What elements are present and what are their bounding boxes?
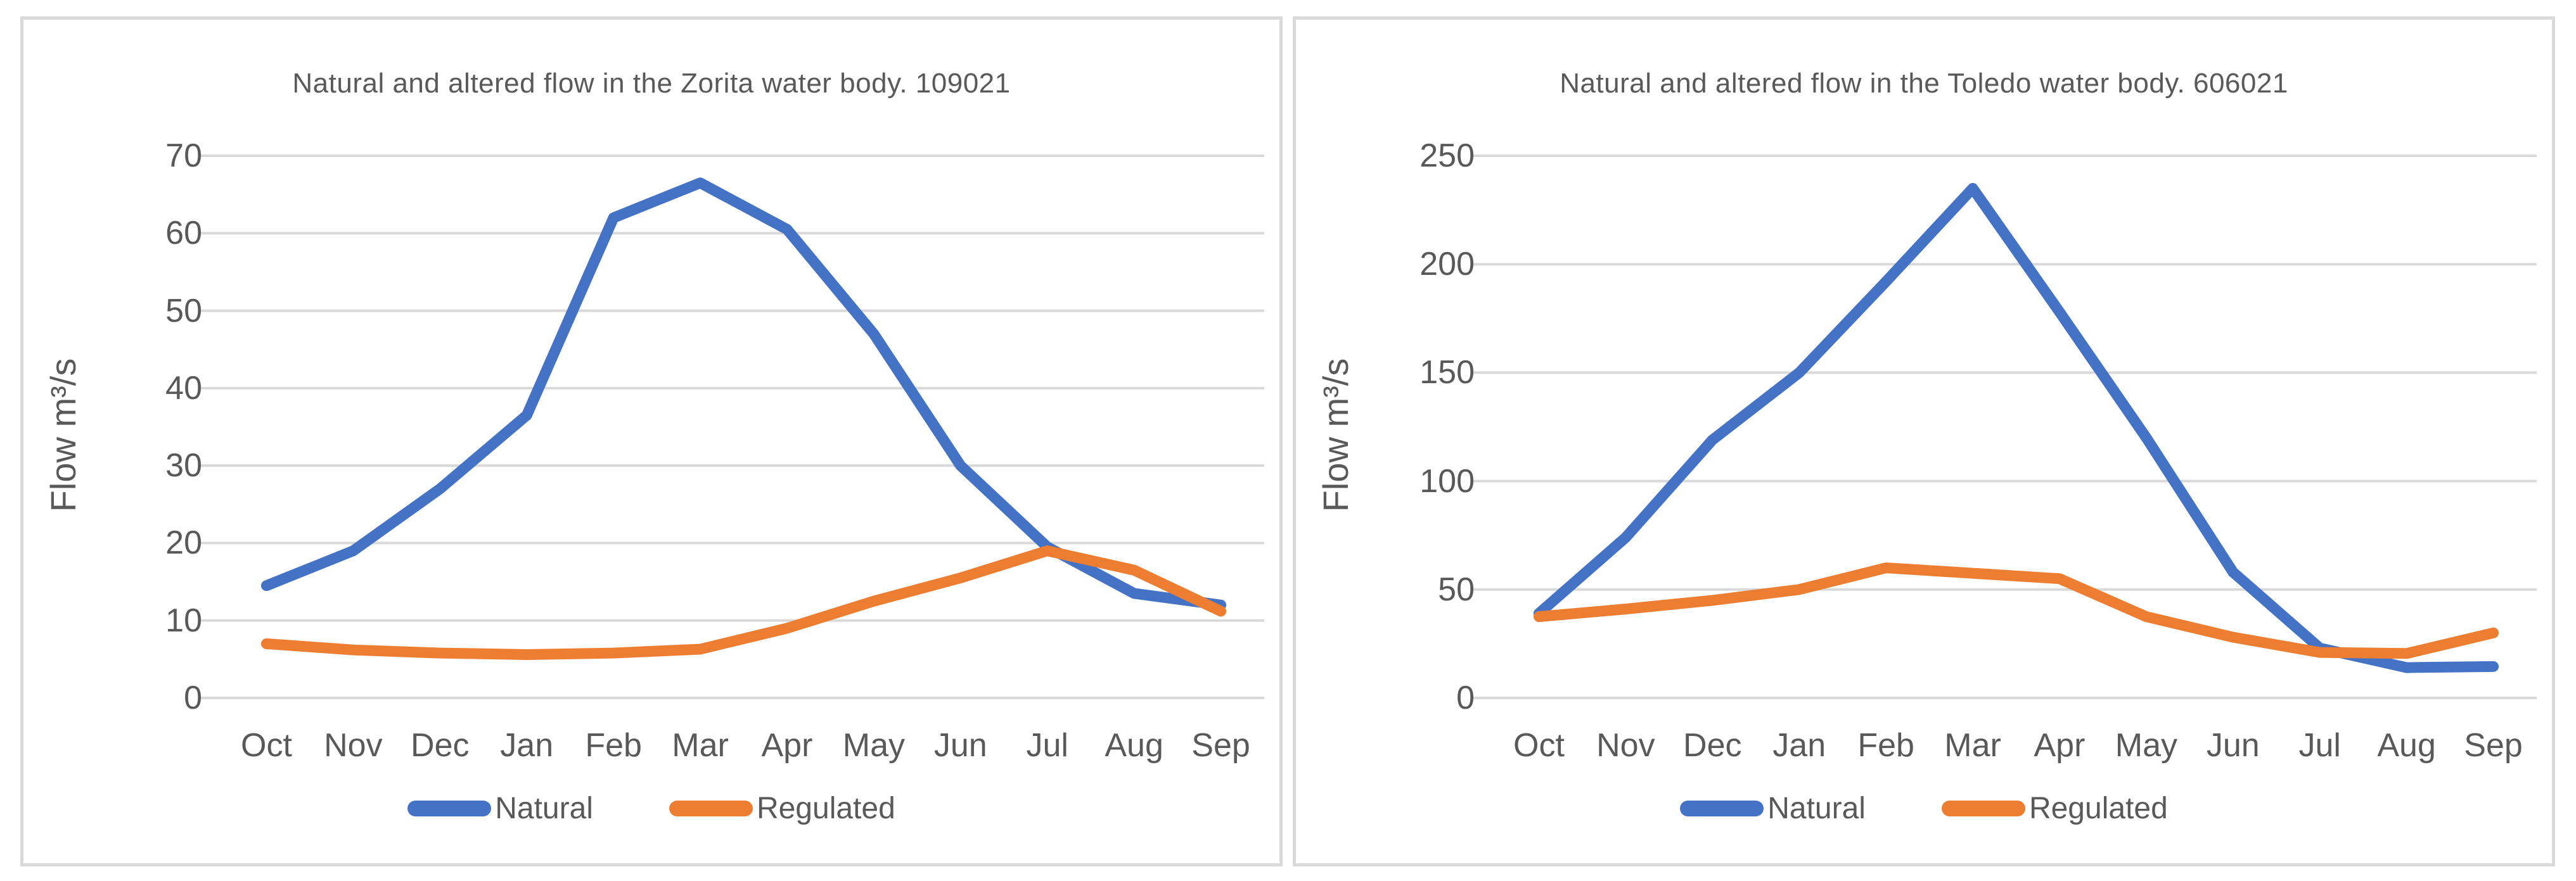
x-axis-tick-label: Dec: [411, 727, 470, 764]
legend-item-natural: Natural: [1680, 791, 1866, 826]
y-axis-tick-label: 70: [165, 137, 202, 174]
x-axis-tick-label: Mar: [672, 727, 729, 764]
regulated-line-swatch: [669, 801, 753, 816]
chart-legend: Natural Regulated: [1296, 791, 2552, 826]
regulated-flow-line: [260, 545, 1227, 661]
x-axis-tick-label: Oct: [1513, 727, 1565, 764]
natural-flow-line: [1533, 182, 2499, 673]
x-axis-tick-label: Feb: [585, 727, 642, 764]
zorita-chart-panel: Natural and altered flow in the Zorita w…: [20, 16, 1283, 866]
y-axis-tick-label: 0: [184, 680, 202, 716]
x-axis-tick-label: Mar: [1944, 727, 2001, 764]
y-axis-tick-label: 60: [165, 215, 202, 252]
natural-line-swatch: [407, 801, 492, 816]
x-axis-tick-label: Jul: [2298, 727, 2341, 764]
x-axis-tick-label: Feb: [1857, 727, 1914, 764]
regulated-line-swatch: [1941, 801, 2025, 816]
legend-item-natural: Natural: [407, 791, 593, 826]
x-axis-tick-label: Nov: [1596, 727, 1655, 764]
x-axis-tick-label: Jun: [933, 727, 987, 764]
y-axis-tick-label: 250: [1419, 137, 1475, 174]
y-axis-tick-label: 50: [165, 292, 202, 329]
chart-legend: Natural Regulated: [23, 791, 1279, 826]
x-axis-tick-label: Jan: [500, 727, 554, 764]
x-axis-tick-label: Jul: [1026, 727, 1068, 764]
legend-item-regulated: Regulated: [1941, 791, 2168, 826]
x-axis-tick-label: May: [2115, 727, 2177, 764]
y-axis-tick-label: 20: [165, 524, 202, 562]
x-axis-tick-label: Apr: [761, 727, 813, 764]
legend-item-regulated: Regulated: [669, 791, 895, 826]
natural-line-swatch: [1680, 801, 1764, 816]
plot-area: [1473, 155, 2537, 699]
y-axis-tick-label: 100: [1419, 462, 1475, 500]
y-axis-tick-label: 40: [165, 369, 202, 407]
x-axis-tick-label: Jan: [1772, 727, 1826, 764]
legend-label: Natural: [1767, 792, 1866, 825]
x-axis-tick-label: Dec: [1683, 727, 1742, 764]
x-axis-tick-label: Apr: [2034, 727, 2086, 764]
plot-area: [201, 155, 1264, 699]
y-axis-tick-label: 150: [1419, 354, 1475, 391]
x-axis-tick-label: Jun: [2206, 727, 2260, 764]
x-axis-tick-label: Oct: [241, 727, 292, 764]
x-axis-tick-label: Sep: [1191, 727, 1250, 764]
y-axis-tick-label: 0: [1456, 680, 1475, 716]
natural-flow-line: [260, 177, 1227, 611]
y-axis-tick-label: 50: [1438, 571, 1475, 608]
x-axis-tick-label: Aug: [2377, 727, 2436, 764]
legend-label: Regulated: [756, 792, 895, 825]
y-axis-tick-label: 30: [165, 447, 202, 485]
toledo-chart-panel: Natural and altered flow in the Toledo w…: [1293, 16, 2555, 866]
x-axis-tick-label: Aug: [1105, 727, 1163, 764]
x-axis-tick-label: Nov: [324, 727, 383, 764]
regulated-flow-line: [1533, 562, 2499, 659]
legend-label: Regulated: [2028, 792, 2168, 825]
chart-title: Natural and altered flow in the Zorita w…: [292, 68, 1011, 99]
y-axis-tick-label: 200: [1419, 246, 1475, 283]
legend-label: Natural: [495, 792, 593, 825]
chart-title: Natural and altered flow in the Toledo w…: [1560, 68, 2288, 99]
y-axis-tick-label: 10: [165, 602, 202, 639]
x-axis-tick-label: Sep: [2464, 727, 2523, 764]
x-axis-tick-label: May: [842, 727, 905, 764]
